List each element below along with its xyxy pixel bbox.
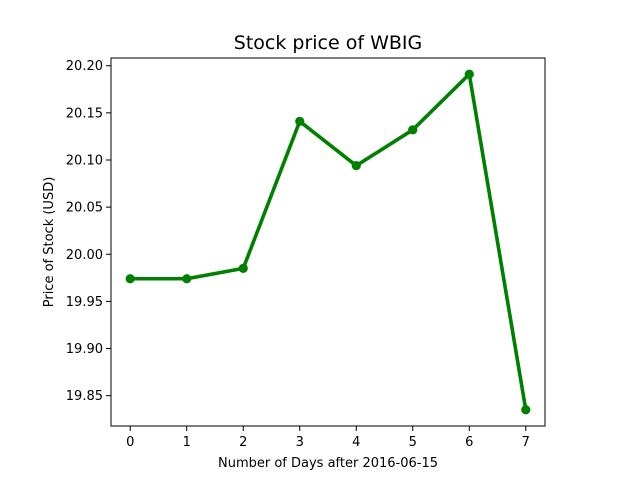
data-point xyxy=(351,161,361,171)
data-point xyxy=(408,125,418,135)
x-tick-label: 2 xyxy=(239,435,247,450)
y-tick-label: 19.90 xyxy=(66,342,103,357)
y-axis: 19.85 19.90 19.95 20.00 20.05 20.10 20.15 20.20 xyxy=(66,59,111,404)
x-axis: 0 1 2 3 4 5 6 7 xyxy=(126,426,530,450)
x-tick-label: 3 xyxy=(296,435,304,450)
data-point xyxy=(238,263,248,273)
series-line xyxy=(128,72,528,412)
x-tick-label: 7 xyxy=(522,435,530,450)
y-tick-label: 19.95 xyxy=(66,295,103,310)
data-point xyxy=(182,274,192,284)
data-point xyxy=(521,405,531,415)
y-axis-title: Price of Stock (USD) xyxy=(42,177,57,308)
series-layer xyxy=(125,69,531,415)
x-tick-label: 0 xyxy=(126,435,134,450)
x-tick-label: 5 xyxy=(409,435,417,450)
x-axis-title: Number of Days after 2016-06-15 xyxy=(218,456,438,471)
x-tick-label: 1 xyxy=(183,435,191,450)
chart-title: Stock price of WBIG xyxy=(234,32,422,54)
y-tick-label: 20.20 xyxy=(66,59,103,74)
plot-frame xyxy=(110,57,546,427)
y-tick-label: 20.00 xyxy=(66,248,103,263)
data-point xyxy=(125,274,135,284)
data-point xyxy=(295,116,305,126)
y-tick-label: 20.05 xyxy=(66,201,103,216)
x-tick-label: 6 xyxy=(465,435,473,450)
y-tick-label: 20.10 xyxy=(66,153,103,168)
data-point xyxy=(464,69,474,79)
y-tick-label: 20.15 xyxy=(66,106,103,121)
y-tick-label: 19.85 xyxy=(66,389,103,404)
plot-area xyxy=(111,58,545,426)
x-tick-label: 4 xyxy=(352,435,360,450)
